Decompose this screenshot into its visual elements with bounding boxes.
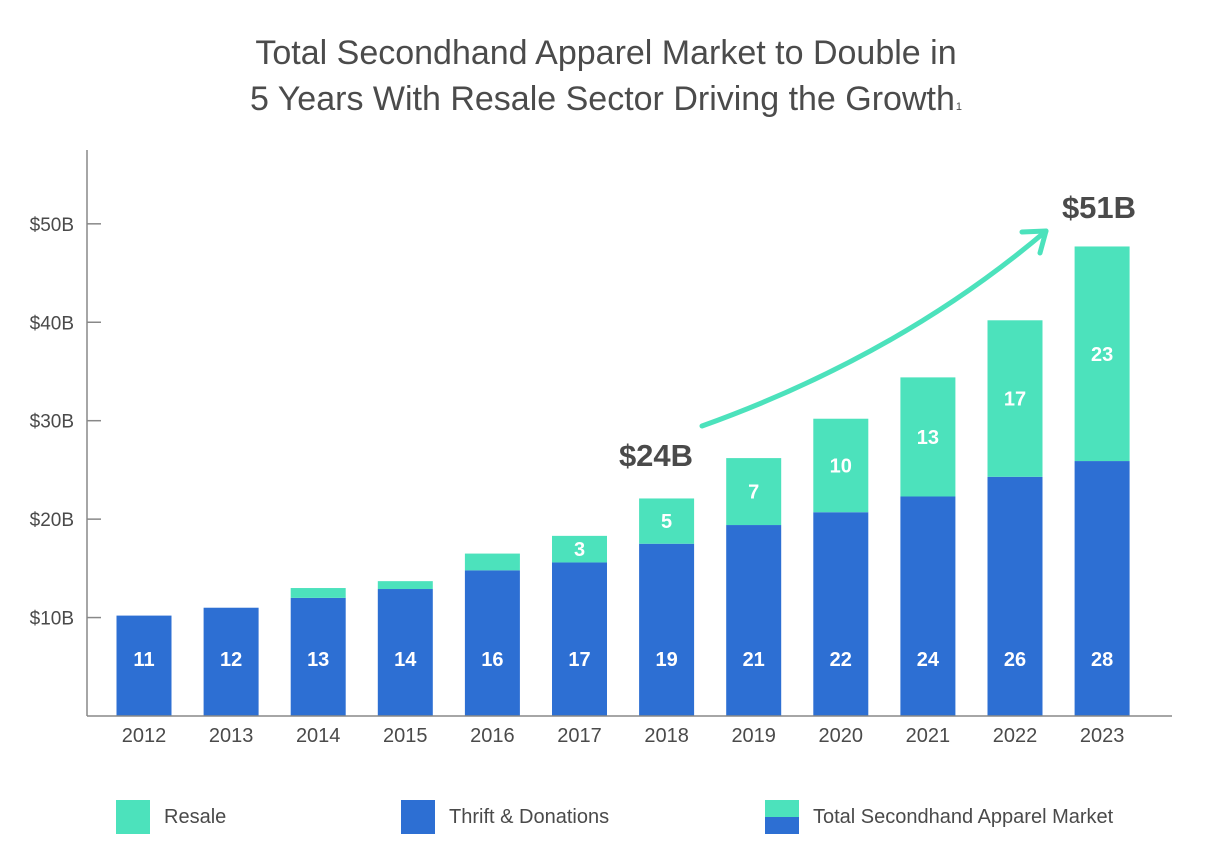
- bar-resale-2021: [900, 377, 956, 497]
- bar-thrift-2014: [290, 597, 346, 716]
- bar-resale-2023: [1074, 246, 1130, 462]
- x-tick-label-2018: 2018: [644, 725, 689, 747]
- x-tick-label-2012: 2012: [122, 725, 167, 747]
- bar-resale-2020: [813, 418, 869, 513]
- data-label-resale-2020: 10: [830, 455, 852, 477]
- y-tick-label-50: $50B: [30, 215, 74, 236]
- title-footnote-marker: 1: [955, 101, 962, 113]
- bar-resale-2018: [639, 498, 695, 544]
- x-tick-label-2017: 2017: [557, 725, 602, 747]
- bar-resale-2016: [464, 553, 520, 571]
- legend-swatch-thrift: [401, 800, 435, 834]
- data-label-thrift-2016: 16: [481, 649, 503, 671]
- data-label-thrift-2014: 13: [307, 649, 329, 671]
- legend-item-thrift: Thrift & Donations: [401, 800, 609, 834]
- bar-thrift-2017: [552, 562, 607, 716]
- data-label-resale-2022: 17: [1004, 389, 1026, 411]
- bar-resale-2022: [987, 320, 1043, 477]
- bar-thrift-2021: [900, 496, 956, 716]
- annotation-2018-total: $24B: [619, 438, 693, 473]
- data-label-resale-2019: 7: [748, 482, 759, 504]
- chart-title-line-2-text: 5 Years With Resale Sector Driving the G…: [250, 80, 955, 118]
- legend-item-resale: Resale: [116, 800, 226, 834]
- bar-thrift-2012: [116, 615, 172, 716]
- bar-thrift-2013: [203, 607, 259, 716]
- y-tick-label-20: $20B: [30, 510, 74, 531]
- data-label-thrift-2019: 21: [743, 649, 765, 671]
- legend-label-resale: Resale: [164, 805, 227, 828]
- chart-title-line-2: 5 Years With Resale Sector Driving the G…: [0, 76, 1212, 122]
- data-label-thrift-2013: 12: [220, 649, 242, 671]
- bar-thrift-2019: [726, 525, 782, 716]
- y-tick-label-40: $40B: [30, 313, 74, 334]
- x-tick-label-2022: 2022: [993, 725, 1038, 747]
- bar-thrift-2022: [987, 476, 1043, 716]
- chart-title: Total Secondhand Apparel Market to Doubl…: [0, 30, 1212, 122]
- x-tick-label-2019: 2019: [731, 725, 776, 747]
- bar-resale-2017: [552, 535, 607, 563]
- legend-label-total: Total Secondhand Apparel Market: [813, 805, 1114, 828]
- data-label-thrift-2012: 11: [133, 649, 154, 671]
- chart-title-line-1: Total Secondhand Apparel Market to Doubl…: [255, 34, 957, 72]
- data-label-thrift-2023: 28: [1091, 649, 1113, 671]
- bar-thrift-2018: [639, 543, 695, 716]
- data-label-thrift-2018: 19: [655, 649, 677, 671]
- bar-thrift-2015: [377, 589, 433, 716]
- bar-resale-2014: [290, 588, 346, 598]
- x-tick-label-2016: 2016: [470, 725, 515, 747]
- data-label-resale-2021: 13: [917, 427, 939, 449]
- data-label-thrift-2022: 26: [1004, 649, 1026, 671]
- data-label-thrift-2017: 17: [568, 649, 590, 671]
- legend-label-thrift: Thrift & Donations: [449, 805, 610, 828]
- y-tick-label-30: $30B: [30, 412, 74, 433]
- data-label-resale-2018: 5: [661, 511, 672, 533]
- x-tick-label-2023: 2023: [1080, 725, 1125, 747]
- x-tick-label-2020: 2020: [819, 725, 864, 747]
- data-label-thrift-2020: 22: [830, 649, 852, 671]
- x-tick-label-2021: 2021: [906, 725, 951, 747]
- annotation-2023-total: $51B: [1062, 190, 1136, 225]
- legend-swatch-total: [765, 800, 799, 834]
- bar-resale-2015: [377, 581, 433, 590]
- data-label-resale-2017: 3: [574, 539, 585, 561]
- legend-item-total: Total Secondhand Apparel Market: [765, 800, 1113, 834]
- data-label-thrift-2015: 14: [394, 649, 417, 671]
- y-tick-label-10: $10B: [30, 609, 74, 630]
- data-label-thrift-2021: 24: [917, 649, 940, 671]
- growth-arrow-head: [1019, 228, 1049, 256]
- legend-swatch-resale: [116, 800, 150, 834]
- x-tick-label-2015: 2015: [383, 725, 428, 747]
- growth-arrow-line: [699, 228, 1049, 429]
- bar-thrift-2016: [464, 570, 520, 716]
- x-tick-label-2014: 2014: [296, 725, 341, 747]
- data-label-resale-2023: 23: [1091, 344, 1113, 366]
- x-tick-label-2013: 2013: [209, 725, 254, 747]
- bar-thrift-2020: [813, 512, 869, 716]
- bar-resale-2019: [726, 458, 782, 526]
- bar-thrift-2023: [1074, 461, 1130, 716]
